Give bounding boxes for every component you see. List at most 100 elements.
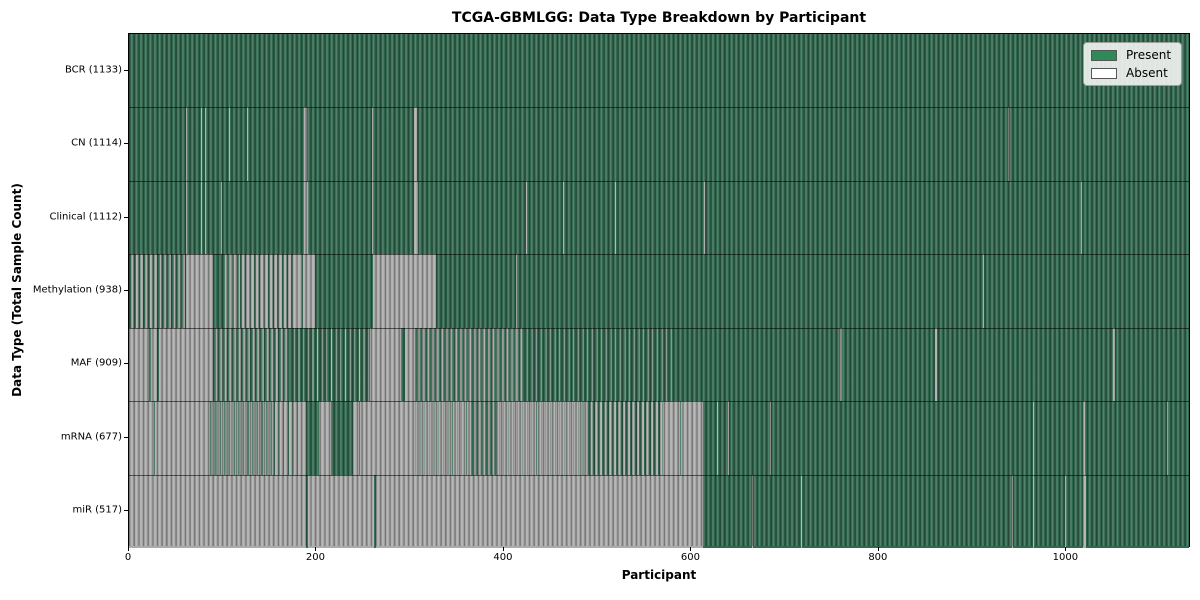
row-segment xyxy=(293,254,303,328)
y-tick-mark xyxy=(124,436,128,438)
legend-swatch-absent xyxy=(1091,67,1117,79)
row-segment xyxy=(129,254,158,328)
row-separator xyxy=(129,327,1189,329)
data-type-row-miR xyxy=(129,474,1189,548)
row-segment xyxy=(615,107,1009,181)
x-tick-mark xyxy=(315,547,317,551)
y-tick-label-mRNA: mRNA (677) xyxy=(60,431,122,443)
y-tick-mark xyxy=(124,216,128,218)
row-segment xyxy=(220,180,222,255)
plot-area xyxy=(128,33,1190,548)
y-tick-mark xyxy=(124,363,128,365)
row-segment xyxy=(588,401,664,475)
y-tick-label-MAF: MAF (909) xyxy=(70,357,122,369)
data-type-row-Clinical xyxy=(129,180,1189,255)
row-segment xyxy=(414,327,523,402)
row-segment xyxy=(1083,474,1086,548)
row-segment xyxy=(308,180,372,255)
row-segment xyxy=(436,254,517,328)
x-tick-mark xyxy=(1065,547,1067,551)
x-tick-label-200: 200 xyxy=(305,552,325,563)
row-segment xyxy=(157,254,187,328)
row-segment xyxy=(129,474,307,548)
row-segment xyxy=(517,254,983,328)
row-segment xyxy=(213,254,223,328)
row-segment xyxy=(681,401,703,475)
row-segment xyxy=(358,401,360,475)
row-segment xyxy=(290,327,370,402)
row-segment xyxy=(1032,474,1034,548)
row-segment xyxy=(614,107,616,181)
row-segment xyxy=(471,401,500,475)
row-segment xyxy=(416,107,615,181)
row-segment xyxy=(936,327,1114,402)
row-segment xyxy=(672,327,841,402)
row-segment xyxy=(680,401,682,475)
row-segment xyxy=(154,401,156,475)
row-segment xyxy=(563,180,615,255)
row-segment xyxy=(771,401,989,475)
row-segment xyxy=(1167,401,1189,475)
data-type-row-mRNA xyxy=(129,401,1189,475)
row-segment xyxy=(373,474,376,548)
row-segment xyxy=(151,327,158,402)
row-segment xyxy=(702,401,717,475)
legend-label-present: Present xyxy=(1126,48,1172,62)
row-segment xyxy=(129,107,187,181)
x-tick-mark xyxy=(877,547,879,551)
row-segment xyxy=(1115,327,1189,402)
y-tick-label-Clinical: Clinical (1112) xyxy=(49,211,123,223)
row-segment xyxy=(201,180,203,255)
legend-label-absent: Absent xyxy=(1126,66,1168,80)
row-segment xyxy=(157,327,159,402)
row-segment xyxy=(247,107,249,181)
row-segment xyxy=(802,474,1012,548)
row-segment xyxy=(400,327,405,402)
row-segment xyxy=(308,474,374,548)
row-segment xyxy=(1166,401,1168,475)
chart-title: TCGA-GBMLGG: Data Type Breakdown by Part… xyxy=(451,10,867,26)
row-segment xyxy=(1032,401,1034,475)
row-separator xyxy=(129,254,1189,256)
row-separator xyxy=(129,401,1189,403)
row-segment xyxy=(186,180,188,255)
row-segment xyxy=(716,401,718,475)
legend: Present Absent xyxy=(1083,42,1183,86)
row-segment xyxy=(499,401,589,475)
row-segment xyxy=(1008,107,1010,181)
row-segment xyxy=(614,180,617,255)
row-segment xyxy=(1011,474,1013,548)
row-segment xyxy=(129,327,149,402)
row-segment xyxy=(527,180,563,255)
row-segment xyxy=(371,107,373,181)
row-segment xyxy=(616,180,704,255)
data-type-row-BCR xyxy=(129,34,1189,108)
row-segment xyxy=(516,254,518,328)
row-segment xyxy=(983,254,1189,328)
row-segment xyxy=(314,254,373,328)
y-tick-label-Methylation: Methylation (938) xyxy=(32,284,122,296)
row-segment xyxy=(202,107,205,181)
row-segment xyxy=(221,180,305,255)
row-segment xyxy=(404,327,415,402)
y-tick-mark xyxy=(124,143,128,145)
row-segment xyxy=(204,107,206,181)
row-segment xyxy=(204,180,206,255)
row-segment xyxy=(1009,107,1189,181)
row-segment xyxy=(222,254,240,328)
row-segment xyxy=(129,401,155,475)
row-segment xyxy=(304,180,309,255)
row-segment xyxy=(526,180,528,255)
x-tick-mark xyxy=(128,547,129,551)
row-segment xyxy=(663,401,681,475)
row-segment xyxy=(187,107,202,181)
row-segment xyxy=(148,327,152,402)
row-segment xyxy=(359,401,415,475)
x-tick-label-1000: 1000 xyxy=(1052,552,1079,563)
legend-entry-absent: Absent xyxy=(1091,66,1171,80)
row-segment xyxy=(306,474,308,548)
row-segment xyxy=(201,107,203,181)
row-segment xyxy=(307,107,372,181)
row-segment xyxy=(562,180,564,255)
